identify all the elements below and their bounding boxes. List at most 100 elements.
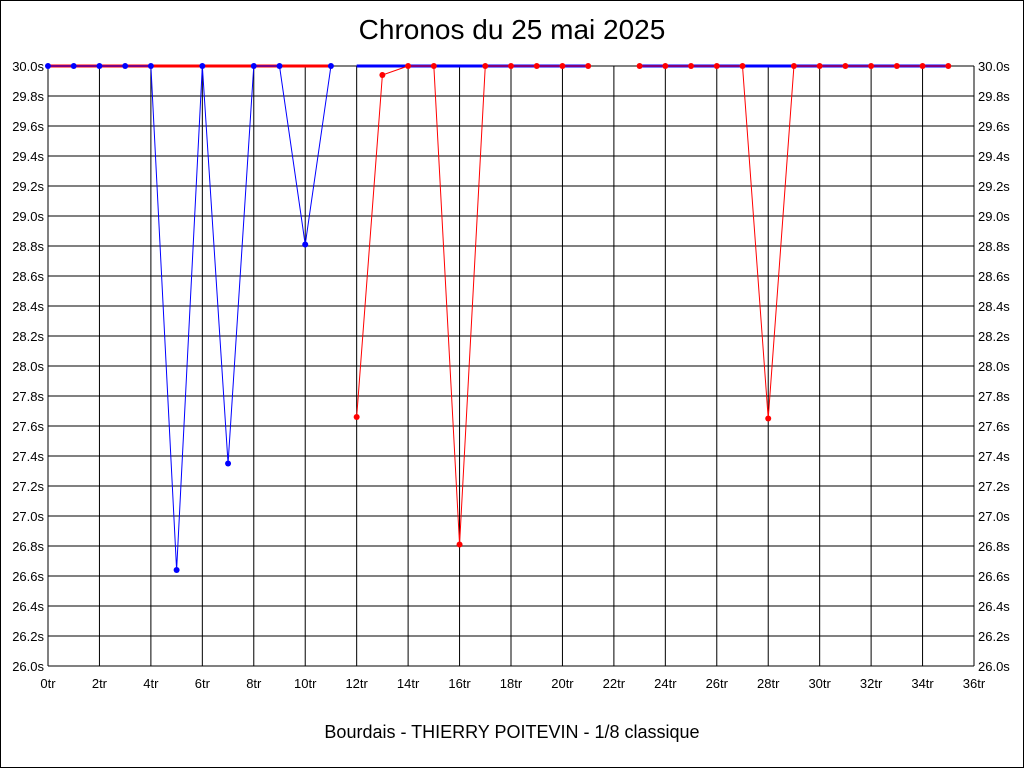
data-point — [739, 63, 746, 69]
data-point — [45, 63, 51, 69]
data-point — [353, 414, 360, 420]
tick-labels-layer: 0tr 2tr 4tr 6tr 8tr 10tr 12tr 14tr 16tr 18tr 20tr 2… — [12, 59, 1010, 691]
y-tick-label-right: 29.0s — [978, 209, 1010, 224]
x-tick-label: 6tr — [195, 676, 211, 691]
y-tick-label-left: 28.0s — [12, 359, 44, 374]
data-point — [456, 541, 463, 548]
y-tick-label-right: 26.8s — [978, 539, 1010, 554]
y-tick-label-left: 27.0s — [12, 509, 44, 524]
data-point — [379, 72, 386, 78]
y-tick-label-left: 26.8s — [12, 539, 44, 554]
y-tick-label-right: 28.8s — [978, 239, 1010, 254]
x-tick-label: 0tr — [40, 676, 56, 691]
y-tick-label-left: 26.4s — [12, 599, 44, 614]
data-point — [893, 63, 900, 69]
x-tick-label: 16tr — [448, 676, 471, 691]
x-tick-label: 12tr — [345, 676, 368, 691]
y-tick-label-left: 29.6s — [12, 119, 44, 134]
data-point — [765, 415, 772, 422]
y-tick-label-left: 30.0s — [12, 59, 44, 74]
x-tick-label: 14tr — [397, 676, 420, 691]
x-tick-label: 28tr — [757, 676, 780, 691]
data-point — [559, 63, 566, 69]
data-point — [482, 63, 489, 69]
y-tick-label-left: 29.0s — [12, 209, 44, 224]
x-tick-label: 8tr — [246, 676, 262, 691]
x-tick-label: 22tr — [603, 676, 626, 691]
y-tick-label-right: 26.2s — [978, 629, 1010, 644]
x-tick-label: 10tr — [294, 676, 317, 691]
data-point — [147, 63, 154, 69]
y-tick-label-right: 26.4s — [978, 599, 1010, 614]
y-tick-label-right: 27.2s — [978, 479, 1010, 494]
y-tick-label-left: 26.6s — [12, 569, 44, 584]
data-point — [585, 63, 592, 69]
y-tick-label-left: 29.8s — [12, 89, 44, 104]
chart-title: Chronos du 25 mai 2025 — [358, 14, 666, 45]
y-tick-label-right: 29.4s — [978, 149, 1010, 164]
y-tick-label-right: 27.4s — [978, 449, 1010, 464]
y-tick-label-left: 28.6s — [12, 269, 44, 284]
y-tick-label-right: 27.8s — [978, 389, 1010, 404]
data-point — [96, 63, 103, 69]
data-point — [122, 63, 129, 69]
y-tick-label-right: 29.2s — [978, 179, 1010, 194]
y-tick-label-left: 29.2s — [12, 179, 44, 194]
data-point — [533, 63, 540, 69]
data-point — [276, 63, 283, 69]
data-point — [70, 63, 77, 69]
x-tick-label: 20tr — [551, 676, 574, 691]
data-point — [636, 63, 643, 69]
y-tick-label-right: 27.6s — [978, 419, 1010, 434]
data-point — [173, 567, 180, 573]
data-point — [790, 63, 797, 69]
x-tick-label: 36tr — [963, 676, 986, 691]
data-point — [508, 63, 514, 69]
data-point — [199, 63, 206, 69]
data-point — [430, 63, 437, 69]
x-tick-label: 32tr — [860, 676, 883, 691]
data-point — [919, 63, 926, 69]
y-tick-label-left: 27.2s — [12, 479, 44, 494]
x-tick-label: 34tr — [911, 676, 934, 691]
y-tick-label-right: 29.6s — [978, 119, 1010, 134]
x-tick-label: 24tr — [654, 676, 677, 691]
y-tick-label-left: 28.8s — [12, 239, 44, 254]
x-tick-label: 2tr — [92, 676, 108, 691]
data-point — [225, 460, 232, 467]
data-point — [302, 241, 309, 248]
x-tick-label: 30tr — [808, 676, 831, 691]
data-point — [250, 63, 257, 69]
y-tick-label-left: 26.2s — [12, 629, 44, 644]
data-point — [405, 63, 412, 69]
series-line — [48, 65, 332, 571]
x-tick-label: 18tr — [500, 676, 523, 691]
series-layer — [45, 63, 952, 573]
y-tick-label-left: 27.8s — [12, 389, 44, 404]
y-tick-label-right: 29.8s — [978, 89, 1010, 104]
y-tick-label-left: 28.2s — [12, 329, 44, 344]
data-point — [688, 63, 695, 69]
y-tick-label-left: 29.4s — [12, 149, 44, 164]
y-tick-label-left: 28.4s — [12, 299, 44, 314]
y-tick-label-left: 26.0s — [12, 659, 44, 674]
y-tick-label-left: 27.6s — [12, 419, 44, 434]
data-point — [327, 63, 334, 69]
series-line — [356, 65, 589, 545]
data-point — [945, 63, 952, 69]
y-tick-label-right: 28.2s — [978, 329, 1010, 344]
y-tick-label-right: 26.6s — [978, 569, 1010, 584]
data-point — [868, 63, 875, 69]
x-tick-label: 4tr — [143, 676, 159, 691]
y-tick-label-right: 28.6s — [978, 269, 1010, 284]
y-tick-label-right: 27.0s — [978, 509, 1010, 524]
y-tick-label-right: 28.0s — [978, 359, 1010, 374]
chart-subtitle: Bourdais - THIERRY POITEVIN - 1/8 classi… — [324, 722, 700, 742]
data-point — [662, 63, 669, 69]
data-point — [842, 63, 849, 69]
y-tick-label-right: 30.0s — [978, 59, 1010, 74]
y-tick-label-right: 28.4s — [978, 299, 1010, 314]
y-tick-label-left: 27.4s — [12, 449, 44, 464]
